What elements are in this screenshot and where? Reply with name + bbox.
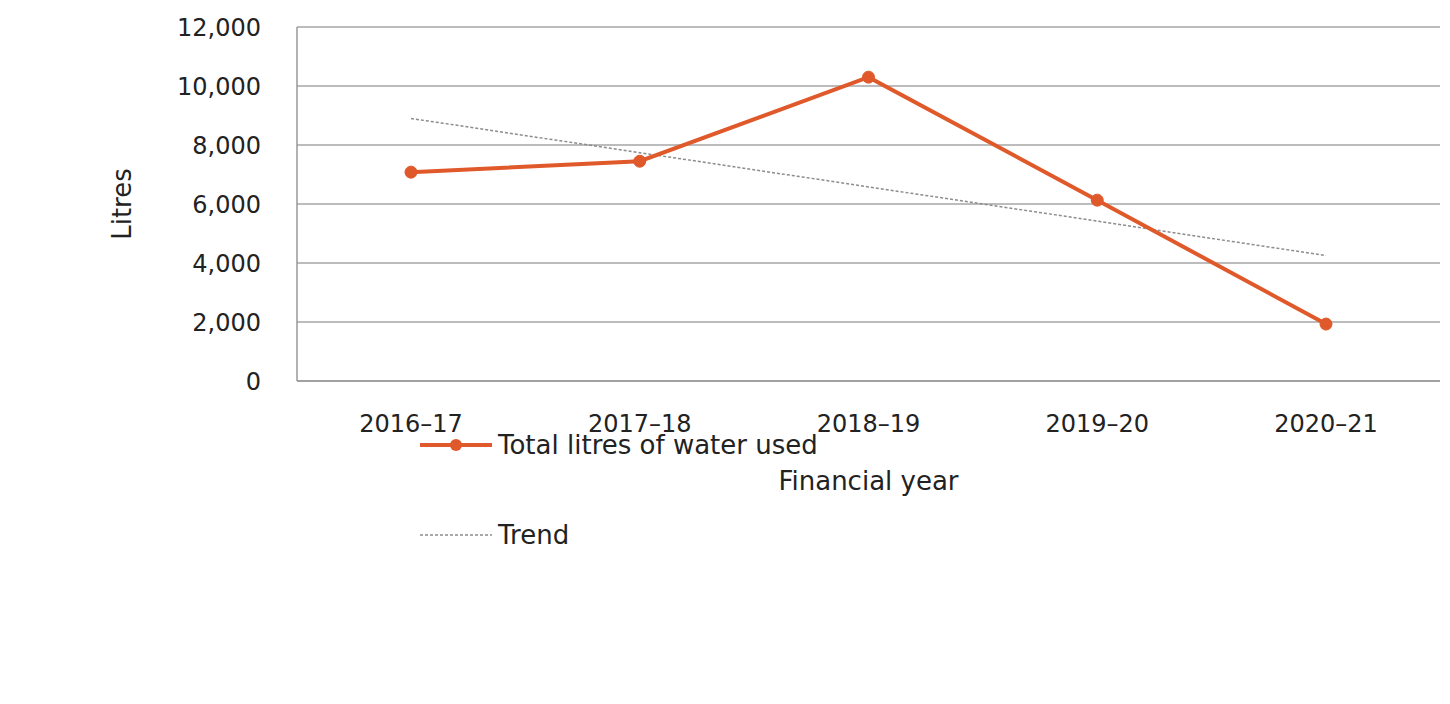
svg-text:10,000: 10,000	[177, 73, 261, 101]
svg-text:Litres: Litres	[107, 168, 137, 240]
svg-text:Financial year: Financial year	[778, 466, 958, 496]
svg-text:6,000: 6,000	[192, 191, 261, 219]
html-text:Total litres of water used: Total litres of water used	[498, 430, 818, 460]
svg-text:2019–20: 2019–20	[1045, 410, 1149, 438]
svg-text:2017–18: 2017–18	[588, 410, 692, 438]
svg-text:8,000: 8,000	[192, 132, 261, 160]
html-text:Trend: Trend	[498, 520, 570, 550]
svg-text:2018–19: 2018–19	[817, 410, 921, 438]
svg-text:2016–17: 2016–17	[359, 410, 463, 438]
svg-text:2,000: 2,000	[192, 309, 261, 337]
svg-text:2020–21: 2020–21	[1274, 410, 1378, 438]
svg-text:0: 0	[246, 368, 261, 396]
svg-text:4,000: 4,000	[192, 250, 261, 278]
svg-text:12,000: 12,000	[177, 14, 261, 42]
